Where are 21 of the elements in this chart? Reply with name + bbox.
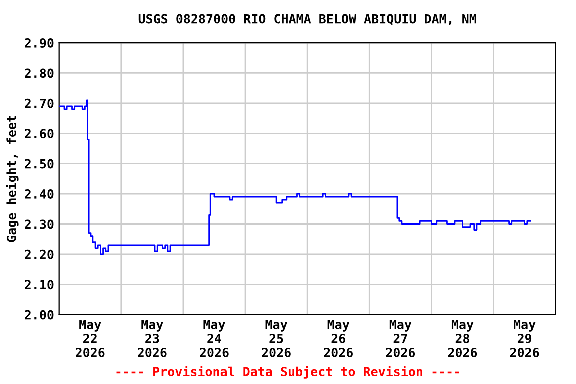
- x-tick-label: May 24 2026: [200, 320, 229, 358]
- x-tick-label: May 25 2026: [262, 320, 291, 358]
- x-tick-label: May 26 2026: [324, 320, 353, 358]
- y-tick-label: 2.20: [25, 250, 54, 260]
- y-tick-label: 2.00: [25, 310, 54, 320]
- x-tick-label: May 22 2026: [76, 320, 105, 358]
- x-tick-label: May 29 2026: [510, 320, 540, 358]
- y-tick-label: 2.50: [25, 159, 54, 169]
- y-axis-title: Gage height, feet: [6, 116, 19, 242]
- y-tick-label: 2.60: [25, 129, 54, 139]
- y-tick-label: 2.90: [25, 38, 54, 48]
- x-tick-label: May 27 2026: [386, 320, 416, 358]
- y-tick-label: 2.80: [25, 68, 54, 78]
- y-tick-label: 2.40: [25, 190, 54, 199]
- chart-title: USGS 08287000 RIO CHAMA BELOW ABIQUIU DAM, NM: [138, 14, 476, 26]
- x-tick-label: May 23 2026: [138, 320, 167, 358]
- text: ---- Provisional Data Subject to Revision ----: [116, 366, 460, 379]
- y-tick-label: 2.10: [25, 280, 54, 290]
- x-tick-label: May 28 2026: [448, 320, 478, 358]
- y-tick-label: 2.30: [25, 220, 54, 230]
- y-tick-label: 2.70: [25, 98, 54, 108]
